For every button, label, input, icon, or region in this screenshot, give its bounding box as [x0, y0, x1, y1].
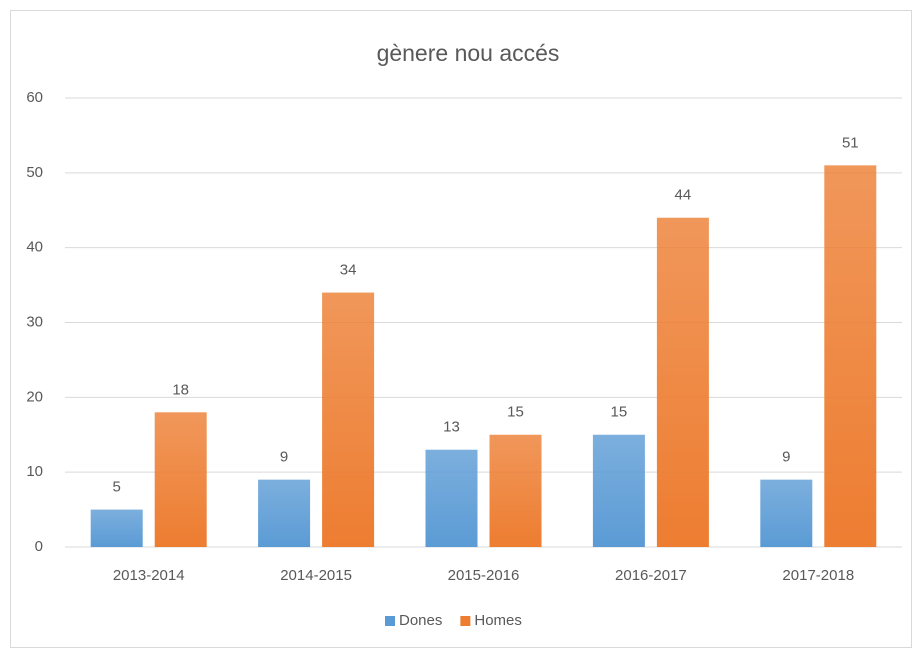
chart-title: gènere nou accés	[377, 40, 560, 66]
data-label: 9	[782, 449, 790, 466]
x-tick-label: 2014-2015	[280, 567, 352, 584]
y-tick-label: 10	[26, 463, 43, 480]
y-tick-label: 0	[35, 538, 43, 555]
data-label: 18	[172, 381, 189, 398]
y-tick-label: 60	[26, 89, 43, 106]
data-label: 51	[842, 134, 859, 151]
y-tick-label: 30	[26, 313, 43, 330]
data-label: 5	[113, 479, 121, 496]
chart-border	[10, 10, 912, 648]
bar	[425, 449, 478, 547]
bar	[760, 479, 813, 547]
bar	[824, 165, 877, 547]
bar	[322, 292, 375, 547]
data-label: 13	[443, 419, 460, 436]
bar	[592, 434, 645, 547]
x-tick-label: 2013-2014	[113, 567, 185, 584]
data-label: 9	[280, 449, 288, 466]
legend-swatch	[385, 616, 395, 626]
legend-label: Homes	[474, 612, 522, 629]
x-tick-label: 2017-2018	[782, 567, 854, 584]
data-label: 34	[340, 262, 357, 279]
bar	[258, 479, 311, 547]
y-tick-label: 20	[26, 388, 43, 405]
x-tick-label: 2015-2016	[448, 567, 520, 584]
bar	[656, 217, 709, 547]
x-tick-label: 2016-2017	[615, 567, 687, 584]
y-tick-label: 50	[26, 164, 43, 181]
data-label: 15	[611, 404, 628, 421]
bar	[154, 412, 207, 547]
bar	[90, 509, 143, 547]
bar	[489, 434, 542, 547]
y-tick-label: 40	[26, 239, 43, 256]
legend-label: Dones	[399, 612, 442, 629]
legend-swatch	[460, 616, 471, 626]
data-label: 15	[507, 404, 524, 421]
data-label: 44	[675, 187, 692, 204]
